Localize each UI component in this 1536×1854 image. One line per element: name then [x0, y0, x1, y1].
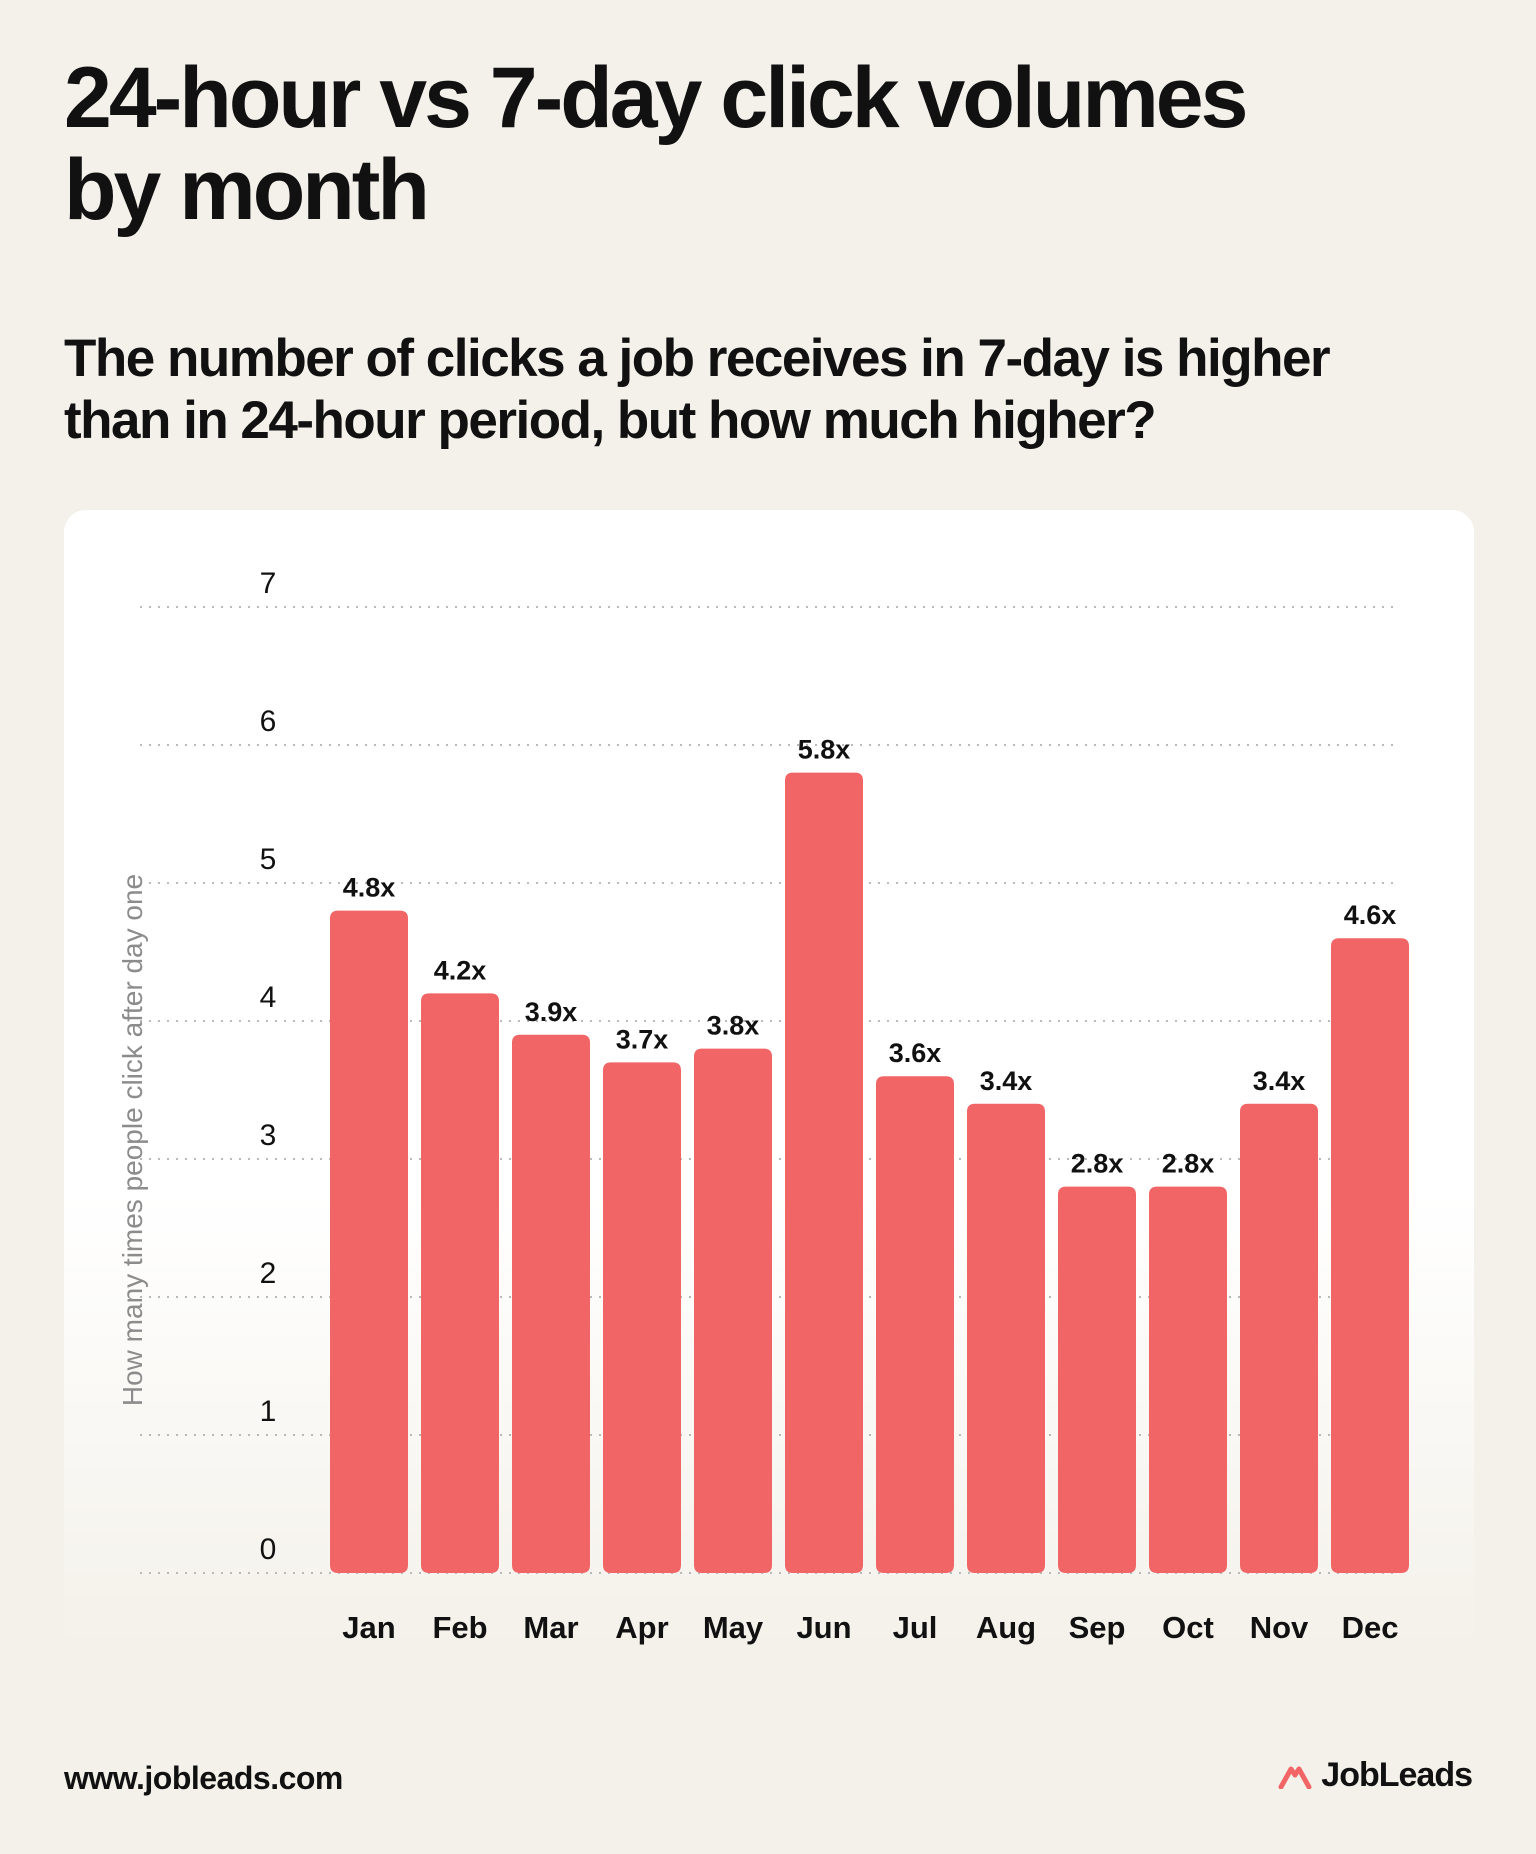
bar-feb	[421, 993, 499, 1573]
x-tick-label: Feb	[432, 1610, 487, 1645]
x-tick-label: Jul	[893, 1610, 938, 1645]
x-axis-ticks: Jan Feb Mar Apr May Jun Jul Aug Sep Oct Nov Dec	[342, 1610, 1398, 1645]
x-tick-label: Aug	[976, 1610, 1036, 1645]
chart-subtitle: The number of clicks a job receives in 7…	[64, 329, 1331, 450]
bar-jan	[330, 910, 408, 1573]
bar-jun	[785, 772, 863, 1573]
y-tick-label: 2	[260, 1257, 277, 1290]
data-label: 3.6x	[889, 1038, 942, 1068]
y-tick-label: 1	[260, 1395, 277, 1428]
bar-jul	[876, 1076, 954, 1573]
bar-dec	[1331, 938, 1409, 1573]
y-tick-label: 7	[260, 567, 277, 600]
data-label: 4.6x	[1344, 900, 1397, 930]
x-tick-label: Mar	[523, 1610, 578, 1645]
x-tick-label: Jan	[342, 1610, 395, 1645]
data-label: 3.4x	[1253, 1066, 1306, 1096]
bar-sep	[1058, 1186, 1136, 1573]
y-tick-label: 4	[260, 981, 277, 1014]
bar-aug	[967, 1103, 1045, 1573]
data-label: 2.8x	[1162, 1149, 1215, 1179]
data-label: 4.2x	[434, 955, 487, 985]
footer-url[interactable]: www.jobleads.com	[64, 1760, 343, 1796]
y-tick-label: 5	[260, 843, 277, 876]
x-tick-label: Dec	[1342, 1610, 1399, 1645]
brand-logo[interactable]: JobLeads	[1277, 1756, 1473, 1795]
data-label: 3.4x	[980, 1066, 1033, 1096]
x-tick-label: Jun	[796, 1610, 851, 1645]
x-tick-label: Sep	[1069, 1610, 1126, 1645]
y-tick-label: 0	[260, 1533, 277, 1566]
data-label: 5.8x	[798, 735, 851, 765]
y-tick-label: 6	[260, 705, 277, 738]
data-labels: 4.8x 4.2x 3.9x 3.7x 3.8x 5.8x 3.6x 3.4x 2.8x 2.8x…	[343, 735, 1397, 1179]
chart-title: 24-hour vs 7-day click volumes by month	[64, 50, 1248, 238]
bar-mar	[512, 1034, 590, 1573]
y-axis-ticks: 0 1 2 3 4 5 6 7	[260, 567, 277, 1566]
y-tick-label: 3	[260, 1119, 277, 1152]
bar-apr	[603, 1062, 681, 1573]
bar-nov	[1240, 1103, 1318, 1573]
bars	[330, 772, 1409, 1573]
x-tick-label: Oct	[1162, 1610, 1214, 1645]
x-tick-label: Nov	[1250, 1610, 1309, 1645]
bar-oct	[1149, 1186, 1227, 1573]
x-tick-label: Apr	[615, 1610, 668, 1645]
bar-may	[694, 1048, 772, 1573]
data-label: 3.8x	[707, 1011, 760, 1041]
data-label: 4.8x	[343, 873, 396, 903]
jobleads-logo-icon	[1278, 1766, 1312, 1789]
data-label: 2.8x	[1071, 1149, 1124, 1179]
x-tick-label: May	[703, 1610, 764, 1645]
data-label: 3.7x	[616, 1024, 669, 1054]
y-axis-label: How many times people click after day on…	[117, 874, 148, 1406]
data-label: 3.9x	[525, 997, 578, 1027]
brand-name: JobLeads	[1321, 1756, 1473, 1794]
